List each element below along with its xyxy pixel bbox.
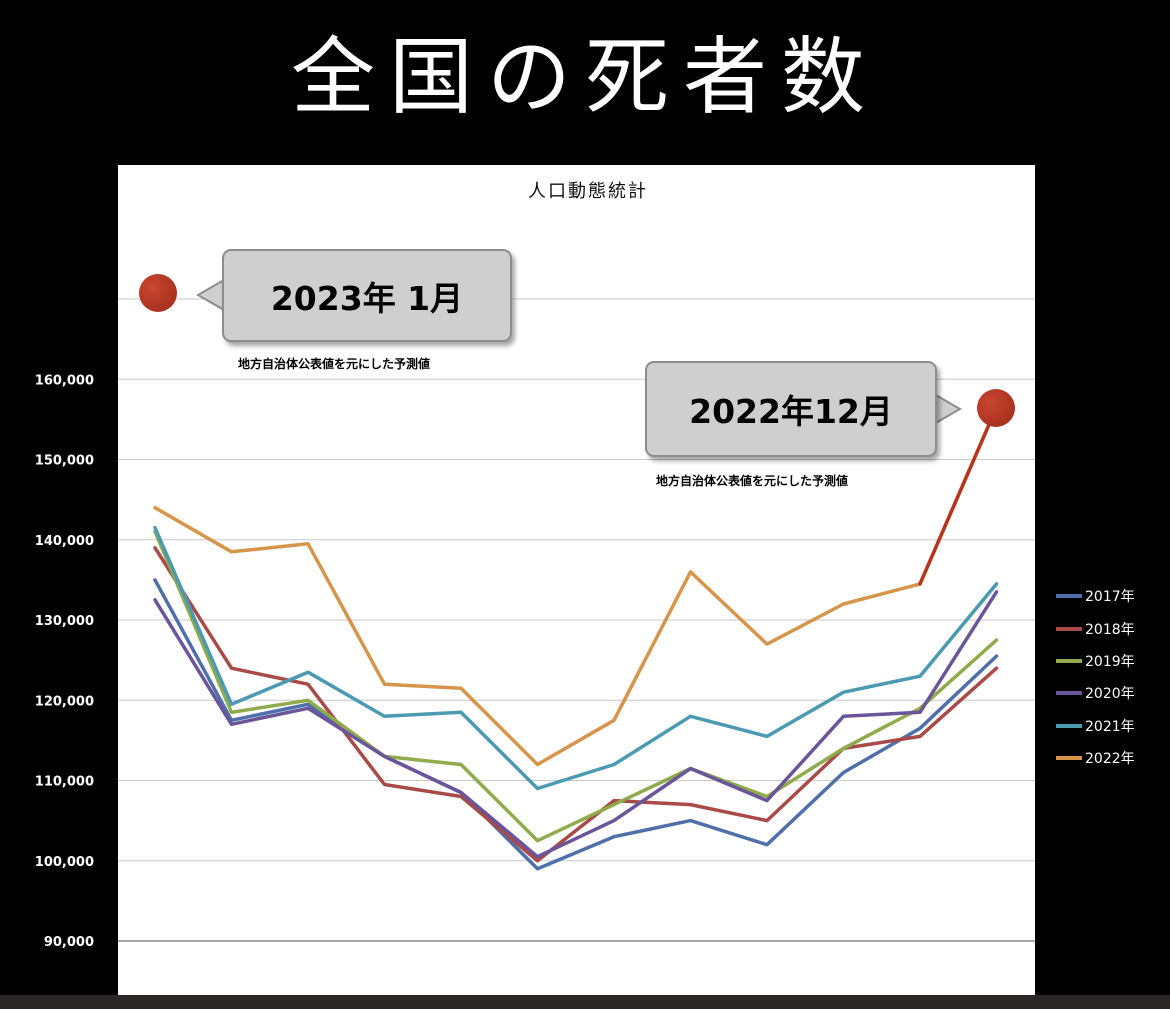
x-tick-label: 6月 xyxy=(526,959,549,975)
x-tick-label: 2月 xyxy=(220,959,243,975)
legend-item: 2022年 xyxy=(1056,742,1166,774)
callout-note-2023-01: 地方自治体公表値を元にした予測値 xyxy=(238,357,431,371)
legend-label: 2019年 xyxy=(1085,653,1135,670)
x-tick-label: 3月 xyxy=(297,959,320,975)
page-title: 全国の死者数 xyxy=(290,28,879,126)
y-tick-label: 110,000 xyxy=(35,775,94,790)
y-tick-label: 160,000 xyxy=(35,373,94,388)
legend-item: 2020年 xyxy=(1056,677,1166,709)
annotation-marker-2023-01 xyxy=(139,274,177,312)
x-tick-label: 4月 xyxy=(373,959,396,975)
legend-label: 2021年 xyxy=(1085,718,1135,735)
legend-item: 2018年 xyxy=(1056,612,1166,644)
y-tick-label: 90,000 xyxy=(44,935,94,950)
legend-swatch xyxy=(1056,691,1082,696)
legend-item: 2019年 xyxy=(1056,645,1166,677)
series-line-2017年 xyxy=(153,578,999,871)
legend-swatch xyxy=(1056,658,1082,663)
callout-2023-01: 2023年 1月 xyxy=(222,249,512,342)
x-tick-label: 12月 xyxy=(981,959,1013,975)
x-tick-label: 9月 xyxy=(756,959,779,975)
series-line-2018年 xyxy=(153,546,999,863)
x-tick-label: 5月 xyxy=(450,959,473,975)
series-line-2022年 xyxy=(153,405,999,767)
bottom-bar xyxy=(0,995,1170,1009)
x-tick-label: 1月 xyxy=(144,959,167,975)
legend-label: 2017年 xyxy=(1085,589,1135,606)
y-tick-label: 100,000 xyxy=(35,855,94,870)
y-tick-label: 150,000 xyxy=(35,454,94,469)
legend-label: 2022年 xyxy=(1085,751,1135,768)
y-tick-label: 130,000 xyxy=(35,614,94,629)
series-line-2020年 xyxy=(153,590,999,859)
y-tick-label: 120,000 xyxy=(35,694,94,709)
annotation-marker-2022-12 xyxy=(977,389,1015,427)
projection-segment xyxy=(918,405,999,586)
series-line-2021年 xyxy=(153,525,999,791)
legend-label: 2020年 xyxy=(1085,686,1135,703)
callout-2022-12: 2022年12月 xyxy=(645,361,937,457)
x-tick-label: 11月 xyxy=(904,959,936,975)
chart-title: 人口動態統計 xyxy=(528,181,648,202)
legend-swatch xyxy=(1056,723,1082,728)
x-tick-label: 8月 xyxy=(679,959,702,975)
legend: 2017年 2018年 2019年 2020年 2021年 2022年 xyxy=(1056,580,1166,774)
y-tick-label: 140,000 xyxy=(35,534,94,549)
legend-swatch xyxy=(1056,594,1082,599)
x-tick-label: 7月 xyxy=(603,959,626,975)
legend-item: 2021年 xyxy=(1056,710,1166,742)
x-tick-label: 10月 xyxy=(828,959,860,975)
legend-swatch xyxy=(1056,626,1082,631)
legend-label: 2018年 xyxy=(1085,621,1135,638)
series-line-2019年 xyxy=(153,529,999,843)
legend-item: 2017年 xyxy=(1056,580,1166,612)
callout-note-2022-12: 地方自治体公表値を元にした予測値 xyxy=(656,474,849,488)
legend-swatch xyxy=(1056,756,1082,761)
